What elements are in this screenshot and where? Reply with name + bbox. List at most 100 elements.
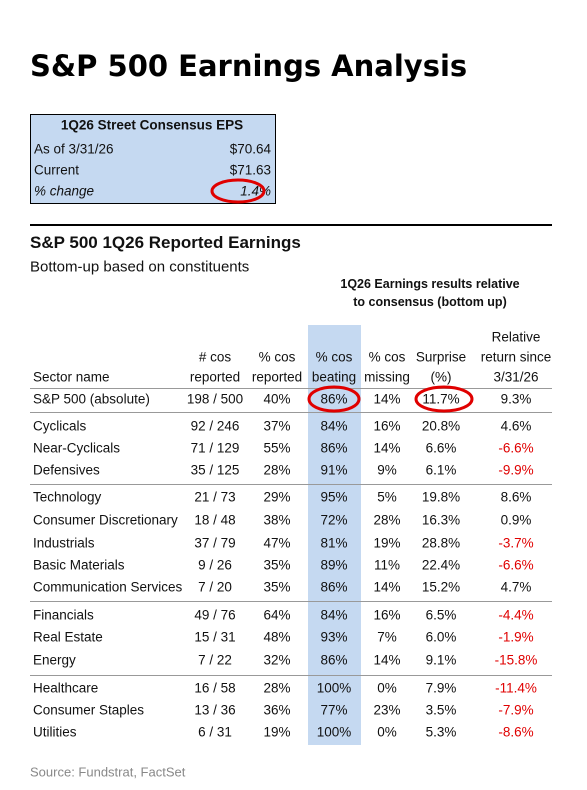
cell: 14%: [373, 652, 401, 668]
cell: 72%: [320, 512, 348, 528]
box-value: $70.64: [229, 141, 271, 157]
column-header: reported: [251, 369, 303, 385]
cell: 20.8%: [421, 418, 461, 434]
box-value: 1.4%: [240, 183, 271, 199]
cell: 71 / 129: [190, 440, 240, 456]
cell: 91%: [320, 462, 348, 478]
cell: 4.6%: [500, 418, 532, 434]
cell: 18 / 48: [194, 512, 236, 528]
cell: -9.9%: [498, 462, 534, 478]
cell: 28%: [263, 680, 291, 696]
cell: 8.6%: [500, 489, 532, 505]
cell: 86%: [320, 579, 348, 595]
column-header: return since: [480, 349, 552, 365]
cell: -15.8%: [494, 652, 538, 668]
cell: 49 / 76: [194, 607, 236, 623]
box-value: $71.63: [229, 162, 271, 178]
cell: 100%: [316, 680, 352, 696]
column-header: # cos: [198, 349, 232, 365]
sector-name: Technology: [33, 489, 102, 505]
cell: 28%: [373, 512, 401, 528]
cell: -4.4%: [498, 607, 534, 623]
cell: 7.9%: [425, 680, 457, 696]
section-subtitle: Bottom-up based on constituents: [30, 258, 250, 276]
cell: 48%: [263, 629, 291, 645]
sector-name: Cyclicals: [33, 418, 87, 434]
cell: 7 / 20: [198, 579, 232, 595]
cell: 55%: [263, 440, 291, 456]
sector-name: Real Estate: [33, 629, 103, 645]
sector-name: Near-Cyclicals: [33, 440, 121, 456]
cell: 86%: [320, 391, 348, 407]
cell: 64%: [263, 607, 291, 623]
cell: 4.7%: [500, 579, 532, 595]
cell: -6.6%: [498, 557, 534, 573]
sector-name: S&P 500 (absolute): [33, 391, 150, 407]
column-header: (%): [430, 369, 452, 385]
cell: 21 / 73: [194, 489, 236, 505]
sector-name: Industrials: [33, 535, 95, 551]
box-title: 1Q26 Street Consensus EPS: [60, 117, 244, 133]
cell: -3.7%: [498, 535, 534, 551]
cell: 16.3%: [421, 512, 461, 528]
cell: 6 / 31: [198, 724, 232, 740]
cell: 9.3%: [500, 391, 532, 407]
cell: 198 / 500: [186, 391, 244, 407]
cell: 16%: [373, 607, 401, 623]
divider: [30, 224, 552, 226]
column-header: 3/31/26: [493, 369, 539, 385]
cell: 89%: [320, 557, 348, 573]
cell: 14%: [373, 391, 401, 407]
cell: 5%: [377, 489, 397, 505]
cell: 86%: [320, 652, 348, 668]
cell: 15.2%: [421, 579, 461, 595]
group-header: to consensus (bottom up): [353, 295, 507, 309]
page-title: S&P 500 Earnings Analysis: [30, 49, 468, 83]
group-header: 1Q26 Earnings results relative: [340, 277, 520, 291]
cell: 0.9%: [500, 512, 532, 528]
cell: 77%: [320, 702, 348, 718]
cell: 40%: [263, 391, 291, 407]
cell: 47%: [263, 535, 291, 551]
cell: 36%: [263, 702, 291, 718]
cell: 22.4%: [421, 557, 461, 573]
cell: -1.9%: [498, 629, 534, 645]
row-separator: [30, 388, 552, 389]
section-title: S&P 500 1Q26 Reported Earnings: [30, 233, 301, 252]
cell: 9 / 26: [198, 557, 232, 573]
column-header: Sector name: [33, 369, 110, 385]
cell: 84%: [320, 607, 348, 623]
sector-name: Consumer Discretionary: [33, 512, 178, 528]
cell: 28.8%: [421, 535, 461, 551]
cell: 16 / 58: [194, 680, 236, 696]
cell: 86%: [320, 440, 348, 456]
cell: 38%: [263, 512, 291, 528]
cell: 81%: [320, 535, 348, 551]
cell: 9.1%: [425, 652, 457, 668]
sector-name: Basic Materials: [33, 557, 125, 573]
cell: 37%: [263, 418, 291, 434]
column-header: Surprise: [415, 349, 467, 365]
cell: 29%: [263, 489, 291, 505]
row-separator: [30, 484, 552, 485]
sector-name: Communication Services: [33, 579, 183, 595]
cell: 14%: [373, 579, 401, 595]
cell: 6.6%: [425, 440, 457, 456]
row-separator: [30, 412, 552, 413]
column-header: % cos: [315, 349, 353, 365]
sector-name: Healthcare: [33, 680, 99, 696]
column-header: % cos: [368, 349, 406, 365]
cell: 19.8%: [421, 489, 461, 505]
cell: 100%: [316, 724, 352, 740]
cell: 95%: [320, 489, 348, 505]
sector-name: Consumer Staples: [33, 702, 145, 718]
row-separator: [30, 601, 552, 602]
cell: 35%: [263, 579, 291, 595]
sector-name: Financials: [33, 607, 94, 623]
box-label: % change: [34, 183, 95, 199]
cell: -6.6%: [498, 440, 534, 456]
column-header: missing: [364, 369, 410, 385]
cell: 15 / 31: [194, 629, 236, 645]
cell: 11%: [373, 557, 401, 573]
